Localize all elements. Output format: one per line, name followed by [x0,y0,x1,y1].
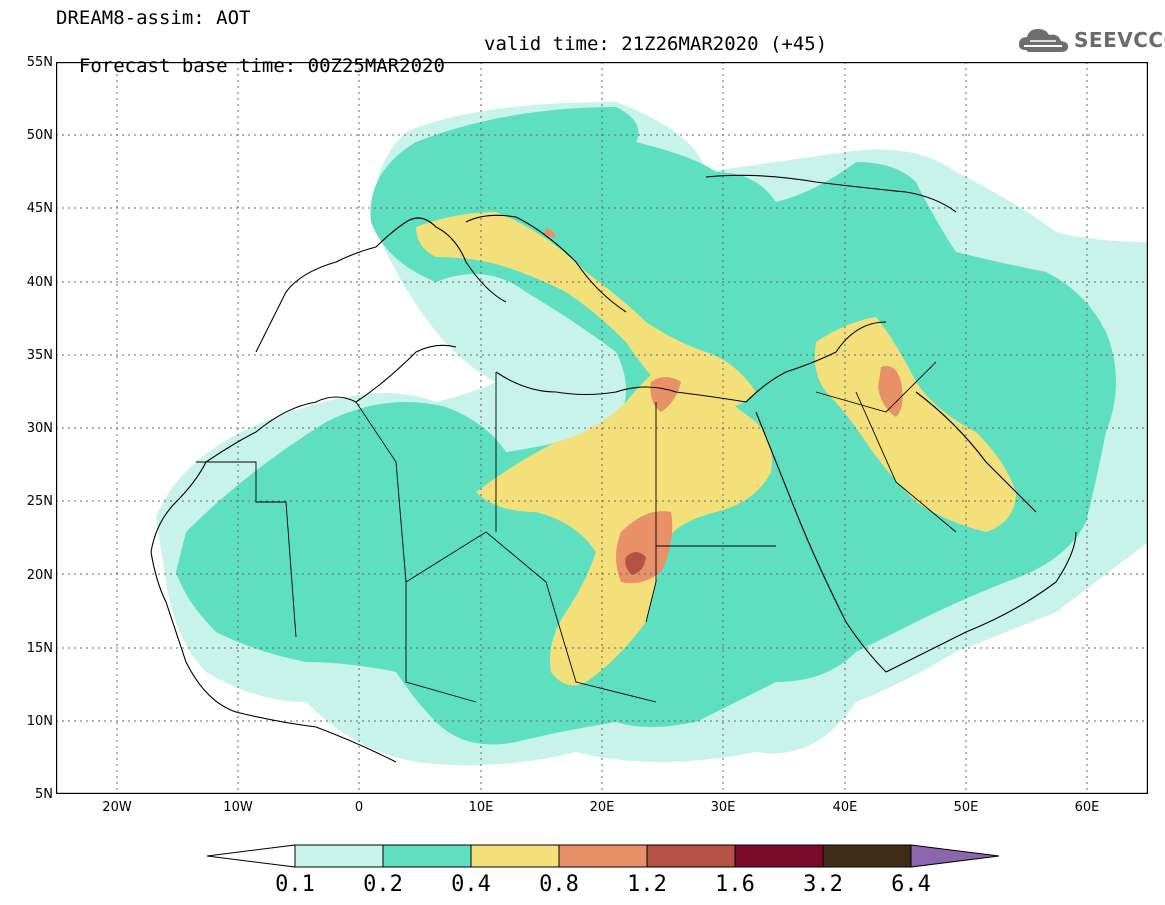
map-title: DREAM8-assim: AOT [56,7,251,29]
graticule [56,62,1148,794]
colorbar-segment [470,844,560,868]
colorbar-label: 1.2 [627,872,667,897]
lat-label: 35N [26,348,53,363]
lat-label: 20N [26,568,53,583]
lat-label: 45N [26,201,53,216]
lat-label: 50N [26,128,53,143]
colorbar-over-triangle [910,844,1000,868]
coastlines [150,174,1077,763]
map-frame [56,62,1148,794]
colorbar-label: 0.2 [363,872,403,897]
lat-label: 10N [26,714,53,729]
lon-label: 20E [589,800,615,815]
valid-time: valid time: 21Z26MAR2020 (+45) [484,33,828,55]
colorbar-segment [382,844,472,868]
lat-label: 40N [26,275,53,290]
lat-label: 25N [26,494,53,509]
lon-label: 40E [832,800,858,815]
country-borders [196,361,957,703]
forecast-base-time: Forecast base time: 00Z25MAR2020 [78,55,445,77]
lon-label: 0 [354,800,364,815]
aot-field [156,102,1148,766]
colorbar-segment [294,844,384,868]
colorbar-segment [558,844,648,868]
colorbar-segment [822,844,912,868]
colorbar-label: 3.2 [803,872,843,897]
lon-label: 20W [102,800,132,815]
lon-label: 10E [468,800,494,815]
lon-label: 30E [710,800,736,815]
colorbar-segment [734,844,824,868]
cloud-icon [1018,29,1069,52]
lat-label: 15N [26,641,53,656]
seevccc-logo: SEEVCCC [1016,24,1165,58]
colorbar-label: 6.4 [891,872,931,897]
colorbar-label: 0.8 [539,872,579,897]
aot-map [56,62,1148,794]
forecast-times: Forecast base time: 00Z25MAR2020 valid t… [56,33,827,99]
lon-label: 60E [1074,800,1100,815]
colorbar-label: 0.1 [275,872,315,897]
lat-label: 55N [26,55,53,70]
lat-label: 30N [26,421,53,436]
colorbar-label: 1.6 [715,872,755,897]
colorbar-segment [646,844,736,868]
lon-label: 10W [223,800,253,815]
colorbar-under-triangle [206,844,296,868]
logo-text: SEEVCCC [1074,28,1165,52]
lon-label: 50E [953,800,979,815]
colorbar-label: 0.4 [451,872,491,897]
lat-label: 5N [35,787,53,802]
